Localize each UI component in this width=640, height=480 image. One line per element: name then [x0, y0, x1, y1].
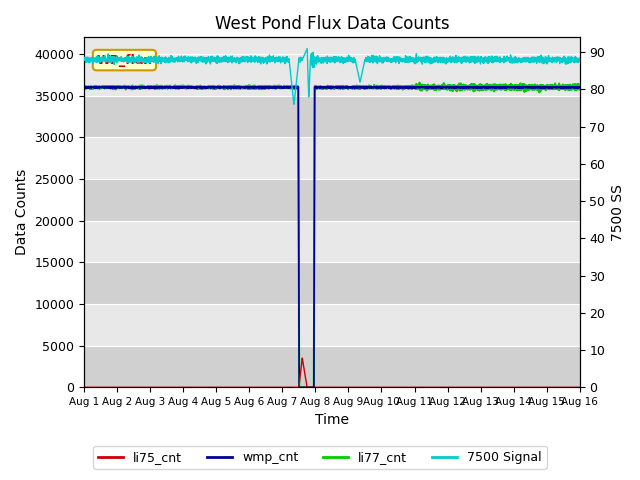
- Bar: [84, 263, 580, 304]
- Bar: [84, 346, 580, 387]
- X-axis label: Time: Time: [315, 413, 349, 427]
- Legend: li75_cnt, wmp_cnt, li77_cnt, 7500 Signal: li75_cnt, wmp_cnt, li77_cnt, 7500 Signal: [93, 446, 547, 469]
- Bar: [84, 179, 580, 221]
- Text: WP_flux: WP_flux: [97, 54, 152, 67]
- Bar: [84, 96, 580, 137]
- Y-axis label: Data Counts: Data Counts: [15, 169, 29, 255]
- Title: West Pond Flux Data Counts: West Pond Flux Data Counts: [214, 15, 449, 33]
- Y-axis label: 7500 SS: 7500 SS: [611, 184, 625, 241]
